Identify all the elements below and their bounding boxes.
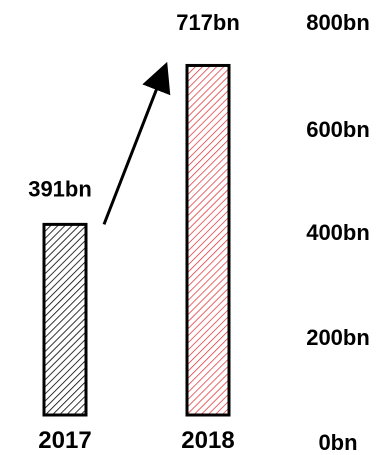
y-tick-label: 200bn — [306, 325, 370, 350]
data-label-2018: 717bn — [176, 10, 240, 35]
y-tick-label: 400bn — [306, 220, 370, 245]
x-tick-label-2017: 2017 — [38, 427, 91, 454]
bar-2018 — [185, 63, 231, 417]
growth-arrow-icon — [102, 61, 171, 225]
y-tick-label: 800bn — [306, 10, 370, 35]
x-tick-label-2018: 2018 — [181, 427, 234, 454]
data-label-2017: 391bn — [28, 176, 92, 201]
y-tick-label: 0bn — [318, 430, 357, 455]
bar-2017 — [42, 222, 88, 417]
y-tick-label: 600bn — [306, 117, 370, 142]
